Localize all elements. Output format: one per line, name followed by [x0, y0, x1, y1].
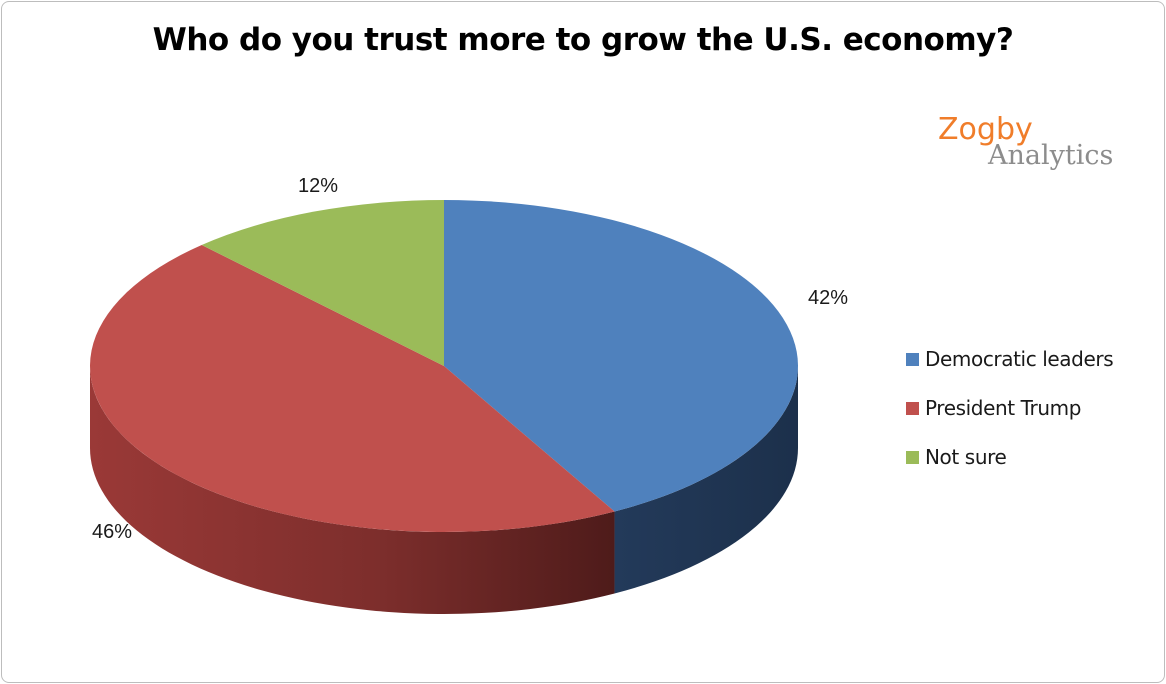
legend-item-president-trump: President Trump [906, 394, 1113, 422]
pie-side-president-trump [90, 366, 615, 615]
data-label-not-sure: 12% [298, 175, 338, 197]
pie-data-labels: 42% 46% 12% [92, 175, 848, 543]
logo-brand-text: Zogby [938, 112, 1033, 147]
logo-sub-text: Analytics [988, 140, 1114, 171]
legend-label: Democratic leaders [925, 347, 1114, 371]
pie-slice-not-sure [201, 200, 444, 366]
legend-item-democratic-leaders: Democratic leaders [906, 345, 1114, 373]
data-label-president-trump: 46% [92, 521, 132, 543]
legend-label: President Trump [925, 396, 1082, 420]
legend-swatch [906, 401, 919, 415]
data-label-democratic-leaders: 42% [808, 287, 848, 309]
legend-swatch [906, 450, 919, 464]
pie-side-democratic-leaders [614, 366, 798, 594]
legend-item-not-sure: Not sure [906, 443, 1113, 471]
zogby-analytics-logo: Zogby Analytics [938, 112, 1138, 182]
legend-swatch [906, 352, 919, 366]
legend-label: Not sure [925, 445, 1007, 469]
pie-slice-democratic-leaders [444, 200, 798, 512]
pie-slice-president-trump [89, 244, 615, 533]
chart-legend: Democratic leaders President Trump Not sur… [906, 345, 1114, 492]
chart-title: Who do you trust more to grow the U.S. e… [152, 22, 1014, 58]
pie-side-walls [90, 366, 798, 615]
pie-top-faces [89, 200, 798, 533]
